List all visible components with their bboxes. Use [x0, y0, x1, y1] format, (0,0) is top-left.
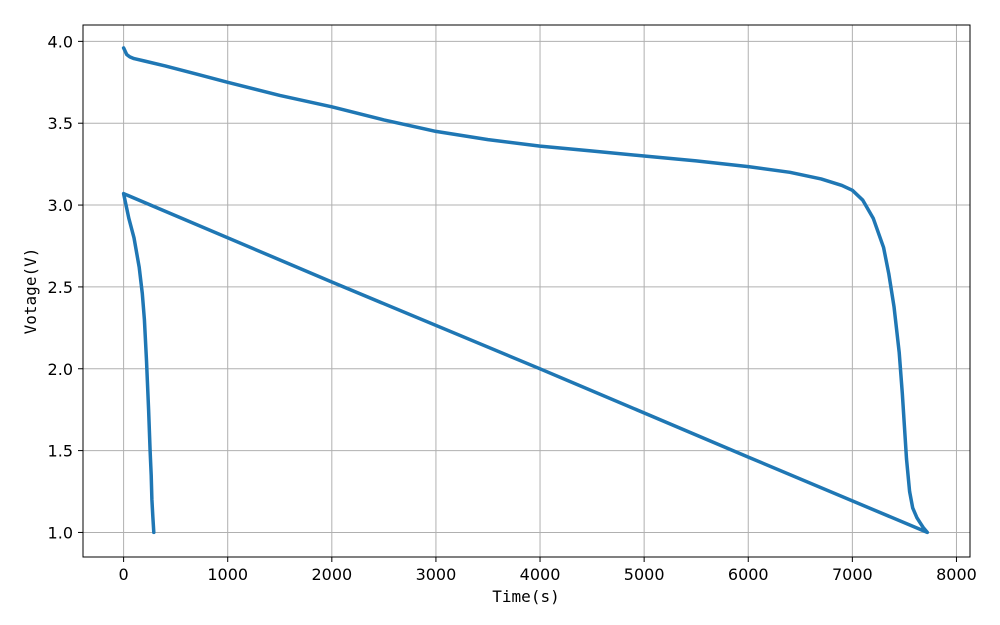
x-tick-label: 7000: [832, 565, 873, 584]
y-axis-label: Votage(V): [21, 248, 40, 335]
voltage-series-line: [121, 46, 930, 535]
y-tick-label: 1.0: [48, 523, 73, 542]
y-tick-label: 2.5: [48, 278, 73, 297]
x-tick-label: 8000: [936, 565, 977, 584]
y-tick-label: 4.0: [48, 32, 73, 51]
plot-frame: [82, 24, 971, 558]
x-tick-label: 5000: [624, 565, 665, 584]
x-tick-label: 3000: [416, 565, 457, 584]
axis-ticks: 0 1000 2000 3000 4000 5000 6000 7000 8000 1.0 1.5 2…: [48, 32, 977, 584]
grid: [83, 25, 970, 557]
y-tick-label: 3.0: [48, 196, 73, 215]
y-tick-label: 3.5: [48, 114, 73, 133]
y-tick-label: 2.0: [48, 360, 73, 379]
x-tick-label: 0: [119, 565, 129, 584]
x-tick-label: 1000: [207, 565, 248, 584]
x-tick-label: 2000: [311, 565, 352, 584]
x-tick-label: 4000: [520, 565, 561, 584]
x-tick-label: 6000: [728, 565, 769, 584]
series-layer: [121, 46, 930, 535]
x-axis-label: Time(s): [492, 587, 559, 606]
y-tick-label: 1.5: [48, 442, 73, 461]
